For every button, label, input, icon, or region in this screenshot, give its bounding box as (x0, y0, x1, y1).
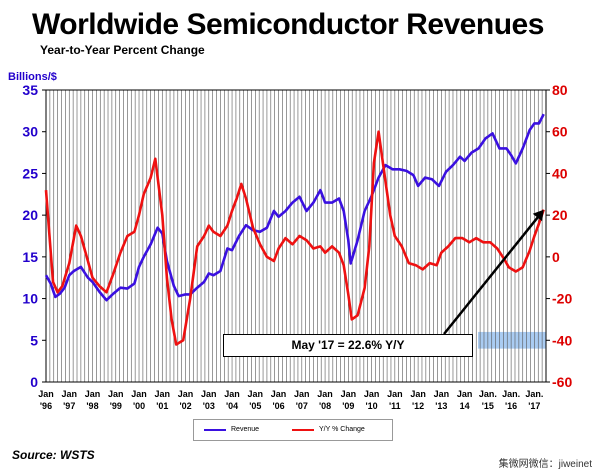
x-tick-label-year: '13 (435, 401, 447, 411)
y-tick-label-right: 60 (552, 124, 568, 140)
chart-subtitle: Year-to-Year Percent Change (40, 43, 205, 57)
x-tick-label-year: '08 (319, 401, 331, 411)
x-tick-label-year: '00 (133, 401, 145, 411)
y-tick-label-right: 40 (552, 165, 568, 181)
x-tick-label-month: Jan (61, 389, 77, 399)
legend-swatch-yoy (292, 428, 314, 431)
x-tick-label-month: Jan (294, 389, 310, 399)
y-tick-label-right: -60 (552, 374, 572, 390)
y-tick-label-right: 80 (552, 82, 568, 98)
x-tick-label-year: '04 (226, 401, 238, 411)
y-tick-label-right: -20 (552, 291, 572, 307)
x-tick-label-month: Jan. (525, 389, 543, 399)
x-tick-label-year: '17 (528, 401, 540, 411)
y-tick-label-right: 0 (552, 249, 560, 265)
x-tick-label-year: '07 (296, 401, 308, 411)
chart-title: Worldwide Semiconductor Revenues (32, 8, 544, 41)
x-tick-label-month: Jan (387, 389, 403, 399)
x-tick-label-year: '06 (272, 401, 284, 411)
x-tick-label-year: '97 (63, 401, 75, 411)
x-tick-label-month: Jan. (502, 389, 520, 399)
x-tick-label-year: '98 (86, 401, 98, 411)
x-tick-label-year: '05 (249, 401, 261, 411)
callout-arrow-head (532, 209, 544, 222)
callout-box: May '17 = 22.6% Y/Y (223, 334, 473, 357)
source-note: Source: WSTS (12, 448, 95, 462)
x-tick-label-month: Jan (38, 389, 54, 399)
x-tick-label-year: '12 (412, 401, 424, 411)
y-tick-label-left: 5 (30, 332, 38, 348)
x-tick-label-month: Jan (457, 389, 473, 399)
x-tick-label-year: '03 (203, 401, 215, 411)
y-tick-label-left: 15 (22, 249, 38, 265)
x-tick-label-year: '96 (40, 401, 52, 411)
x-tick-label-year: '15 (482, 401, 494, 411)
legend-swatch-revenue (204, 428, 226, 431)
x-tick-label-month: Jan (155, 389, 171, 399)
x-tick-label-month: Jan (248, 389, 264, 399)
x-tick-label-month: Jan (434, 389, 450, 399)
revenue-line (44, 113, 545, 302)
x-tick-label-year: 14 (460, 401, 470, 411)
x-tick-label-month: Jan (317, 389, 333, 399)
legend-label-yoy: Y/Y % Change (319, 426, 365, 433)
legend-item-revenue: Revenue (204, 426, 259, 433)
x-tick-label-month: Jan (131, 389, 147, 399)
x-tick-label-year: '02 (179, 401, 191, 411)
y-tick-label-left: 20 (22, 207, 38, 223)
legend-item-yoy: Y/Y % Change (292, 426, 365, 433)
callout-arrow (443, 212, 542, 335)
y-tick-label-right: -40 (552, 332, 572, 348)
y-axis-label-left: Billions/$ (8, 71, 57, 83)
x-tick-label-month: Jan (224, 389, 240, 399)
x-tick-label-year: '16 (505, 401, 517, 411)
x-tick-label-month: Jan (410, 389, 426, 399)
x-tick-label-month: Jan (108, 389, 124, 399)
x-tick-label-month: Jan. (479, 389, 497, 399)
x-tick-label-year: '01 (156, 401, 168, 411)
x-tick-label-year: '10 (366, 401, 378, 411)
x-tick-label-month: Jan (178, 389, 194, 399)
x-tick-label-month: Jan (85, 389, 101, 399)
plot-frame (45, 89, 547, 383)
x-tick-label-month: Jan (364, 389, 380, 399)
y-tick-label-left: 0 (30, 374, 38, 390)
x-tick-label-month: Jan (271, 389, 287, 399)
y-tick-label-left: 25 (22, 165, 38, 181)
y-tick-label-right: 20 (552, 207, 568, 223)
y-tick-label-left: 35 (22, 82, 38, 98)
yoy-change-line (44, 130, 545, 346)
x-tick-label-month: Jan (341, 389, 357, 399)
x-tick-label-year: '09 (342, 401, 354, 411)
legend-label-revenue: Revenue (231, 426, 260, 433)
x-tick-label-year: '99 (110, 401, 122, 411)
highlight-band (478, 331, 546, 349)
watermark: 集微网微信：jiweinet (498, 459, 592, 470)
y-tick-label-left: 10 (22, 291, 38, 307)
x-tick-label-year: '11 (389, 401, 401, 411)
x-tick-label-month: Jan (201, 389, 217, 399)
y-tick-label-left: 30 (22, 124, 38, 140)
legend: Revenue Y/Y % Change (193, 419, 393, 441)
